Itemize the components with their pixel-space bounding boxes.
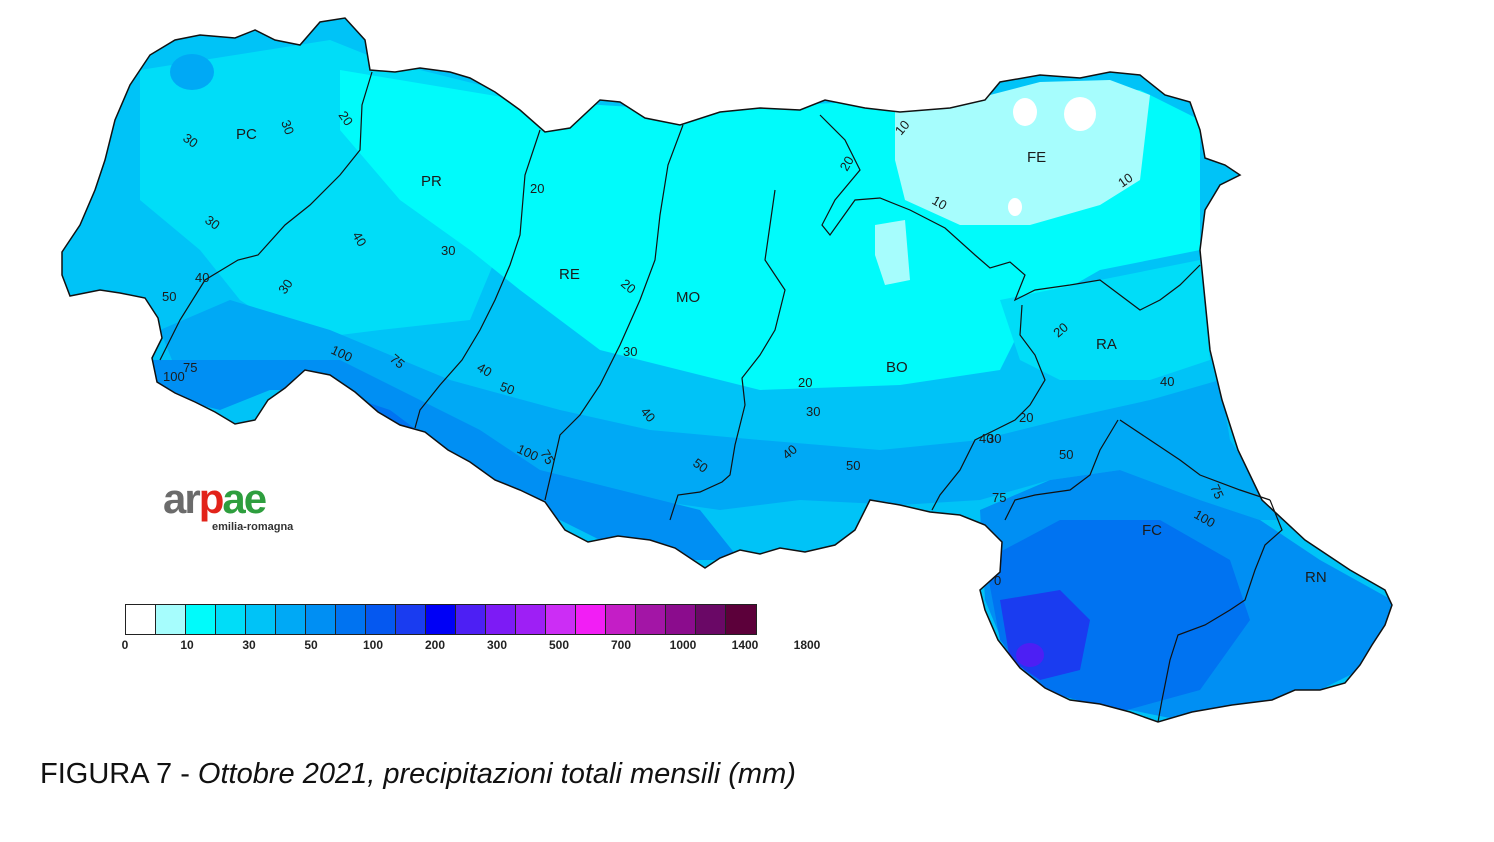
figure-caption: FIGURA 7 - Ottobre 2021, precipitazioni … [40,758,796,791]
legend-tick-label: 700 [610,638,632,652]
isoline-label: 30 [806,404,820,419]
legend-tick-label: 1400 [731,638,759,652]
isoline-label: 40 [349,229,369,249]
legend-swatch [666,605,696,634]
isoline-label: 20 [798,375,812,390]
legend-tick-label: 1000 [669,638,697,652]
isoline-label: 100 [163,369,185,384]
color-legend: 0 10 30 50 100 200 300 500 700 1000 1400 1800 [121,604,821,658]
legend-tick-label: 10 [180,638,194,652]
isoline-label: 50 [846,458,860,473]
isoline-label: 30 [987,431,1001,446]
isoline-label: 75 [1207,482,1227,501]
legend-swatch [456,605,486,634]
province-label-fc: FC [1142,522,1162,539]
legend-swatch [366,605,396,634]
isoline-label: 10 [1115,170,1135,191]
legend-color-bar [125,604,757,635]
legend-swatch [186,605,216,634]
legend-swatch [546,605,576,634]
legend-swatch [516,605,546,634]
legend-tick-label: 0 [121,638,129,652]
isoline-label: 50 [1059,447,1073,462]
province-labels: PC PR RE MO BO FE RA FC RN [236,126,1327,586]
province-label-mo: MO [676,289,700,306]
legend-swatch [246,605,276,634]
caption-prefix: FIGURA 7 - [40,758,198,790]
legend-swatch [306,605,336,634]
isoline-label: 30 [441,243,455,258]
legend-tick-label: 1800 [793,638,821,652]
isoline-label: 20 [1019,410,1033,425]
arpae-logo: arpae emilia-romagna [163,478,313,548]
legend-swatch [396,605,426,634]
isoline-labels: 30 30 20 30 40 30 40 50 75 100 100 75 20… [162,108,1227,588]
province-label-ra: RA [1096,336,1117,353]
caption-title: Ottobre 2021, precipitazioni totali mens… [197,758,796,790]
province-label-pc: PC [236,126,257,143]
legend-tick-label: 200 [424,638,446,652]
isoline-label: 40 [475,360,495,380]
isoline-label: 30 [623,344,637,359]
province-borders [159,71,1283,723]
legend-tick-label: 30 [242,638,256,652]
isoline-label: 75 [537,447,557,467]
isoline-label: 20 [530,181,544,196]
isoline-label: 30 [180,130,200,151]
isoline-label: 40 [1160,374,1174,389]
legend-tick-labels: 0 10 30 50 100 200 300 500 700 1000 1400 1800 [121,638,821,658]
isoline-label: 30 [275,276,296,296]
province-label-bo: BO [886,359,908,376]
isoline-label: 0 [994,573,1001,588]
legend-swatch [726,605,756,634]
province-label-fe: FE [1027,149,1046,166]
legend-swatch [576,605,606,634]
legend-swatch [696,605,726,634]
legend-swatch [216,605,246,634]
isoline-label: 75 [992,490,1006,505]
isoline-label: 40 [979,431,993,446]
isoline-label: 20 [837,153,857,173]
province-label-pr: PR [421,173,442,190]
legend-tick-label: 300 [486,638,508,652]
isoline-label: 40 [195,270,209,285]
legend-swatch [426,605,456,634]
legend-swatch [126,605,156,634]
legend-swatch [156,605,186,634]
legend-swatch [276,605,306,634]
legend-swatch [636,605,666,634]
arpae-logo-region: emilia-romagna [212,521,294,533]
province-label-re: RE [559,266,580,283]
legend-tick-label: 50 [304,638,318,652]
legend-tick-label: 100 [362,638,384,652]
isoline-label: 50 [162,289,176,304]
isoline-label: 20 [336,108,357,128]
legend-swatch [606,605,636,634]
arpae-logo-wordmark: arpae [163,475,267,522]
province-label-rn: RN [1305,569,1327,586]
isoline-label: 30 [202,212,222,233]
isoline-label: 50 [498,379,517,398]
isoline-label: 10 [930,193,950,213]
isoline-label: 30 [278,118,297,137]
isoline-label: 75 [183,360,197,375]
legend-swatch [336,605,366,634]
legend-tick-label: 500 [548,638,570,652]
legend-swatch [486,605,516,634]
isoline-label: 50 [690,455,710,476]
